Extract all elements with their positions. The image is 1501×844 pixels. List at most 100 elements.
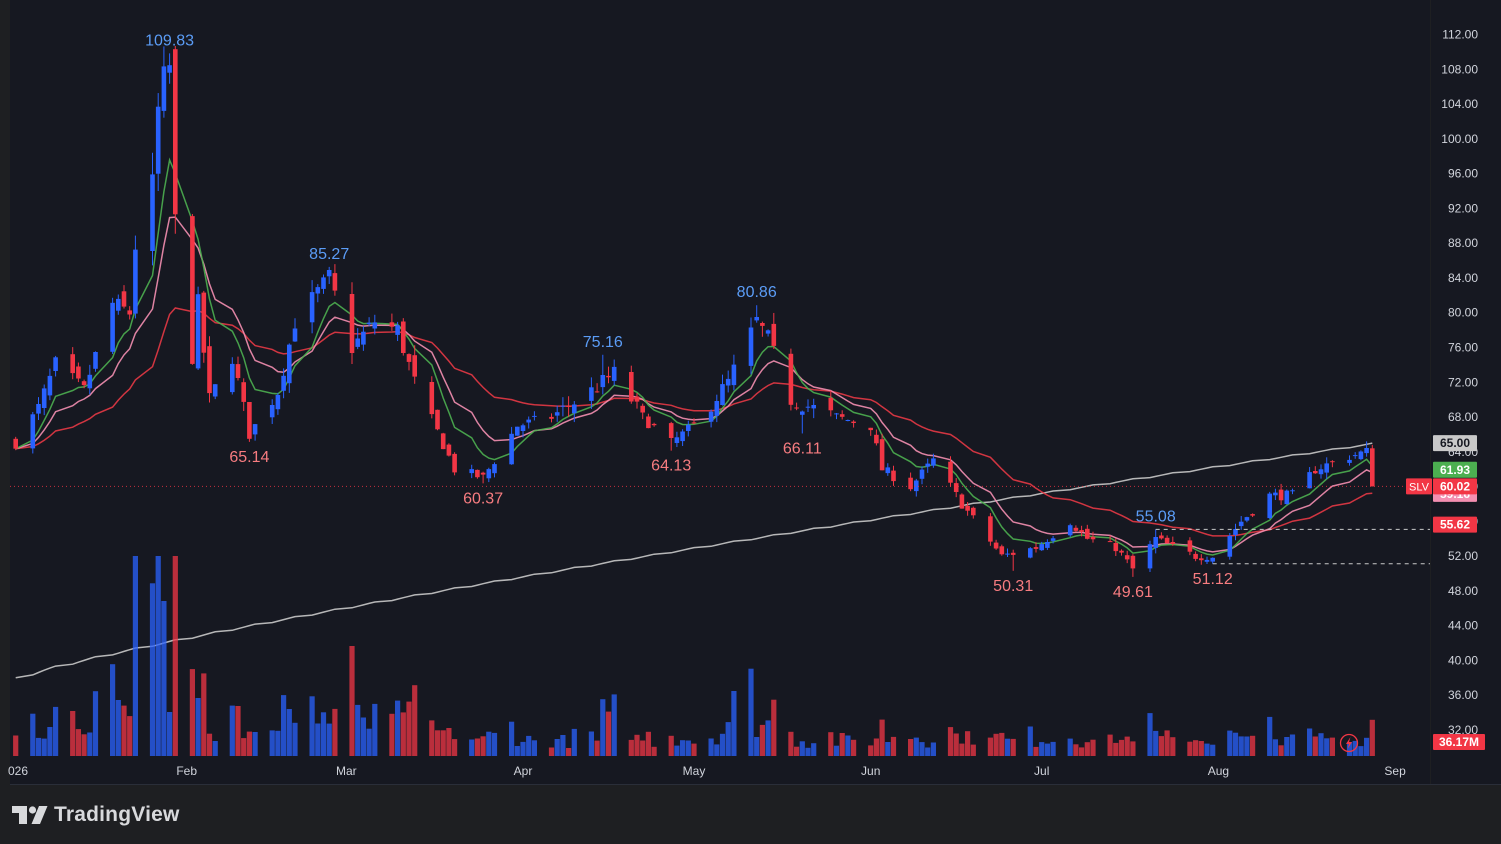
candle-body: [1267, 493, 1272, 519]
volume-bar: [406, 701, 412, 756]
candle-body: [1370, 448, 1375, 487]
volume-bar: [668, 735, 674, 756]
candle-body: [1284, 490, 1290, 505]
candle-body: [834, 413, 839, 415]
price-extreme-label: 65.14: [229, 449, 269, 466]
price-tick-label: 80.00: [1448, 306, 1478, 320]
price-extreme-label: 66.11: [783, 440, 822, 457]
price-tick-label: 52.00: [1448, 549, 1478, 563]
price-tick-label: 104.00: [1441, 97, 1478, 111]
candle-body: [47, 375, 53, 396]
candle-body: [646, 416, 651, 429]
price-extreme-label: 55.08: [1136, 508, 1176, 525]
candle-body: [754, 317, 759, 321]
volume-bar: [1044, 743, 1050, 756]
volume-bar: [1324, 738, 1330, 756]
candle-body: [651, 423, 657, 426]
candle-body: [161, 66, 167, 111]
candle-body: [173, 49, 178, 215]
volume-bar: [999, 732, 1005, 756]
price-tick-label: 36.00: [1448, 688, 1478, 702]
candle-body: [150, 174, 155, 251]
volume-bar: [765, 720, 771, 756]
candle-body: [212, 384, 218, 397]
volume-bar: [235, 706, 241, 756]
candle-body: [287, 344, 292, 384]
volume-bar: [1033, 746, 1039, 756]
volume-bar: [1147, 713, 1153, 756]
candle-body: [1153, 537, 1158, 548]
volume-bar: [292, 722, 298, 756]
volume-bar: [873, 738, 879, 756]
volume-bar: [600, 699, 606, 756]
symbol-tag-label: SLV: [1409, 481, 1430, 493]
volume-bar: [930, 742, 936, 756]
volume-bar: [1073, 744, 1079, 756]
candle-body: [452, 453, 457, 473]
volume-bar: [172, 556, 178, 756]
tradingview-brand[interactable]: TradingView: [12, 800, 180, 830]
volume-bar: [332, 708, 338, 756]
volume-bar: [474, 738, 480, 756]
candle-body: [589, 387, 594, 401]
candle-body: [1273, 492, 1278, 496]
volume-bar: [1232, 732, 1239, 756]
candle-body: [509, 433, 514, 465]
price-chart[interactable]: 109.83 85.27 75.16 80.86 55.08 65.14 60.37 64.1…: [0, 0, 1501, 800]
symbol-tag: [1406, 478, 1432, 495]
volume-bar: [731, 691, 737, 756]
volume-bar: [965, 731, 971, 756]
volume-bar: [1124, 736, 1130, 756]
candle-body: [1050, 538, 1056, 541]
volume-bar: [1170, 737, 1176, 756]
candle-body: [959, 494, 965, 509]
candle-body: [1159, 535, 1164, 539]
volume-bar: [531, 740, 537, 756]
candle-body: [401, 321, 406, 353]
volume-bar: [161, 601, 167, 756]
price-tick-label: 32.00: [1448, 723, 1478, 737]
volume-bar: [440, 730, 446, 756]
volume-bar: [389, 713, 395, 756]
volume-bar: [771, 699, 777, 756]
volume-bar: [947, 727, 954, 756]
volume-bar: [560, 735, 566, 756]
candle-body: [720, 384, 725, 405]
candle-body: [1010, 552, 1016, 555]
candle-body: [634, 396, 640, 402]
volume-bar: [868, 745, 874, 756]
candle-body: [1079, 530, 1084, 532]
candle-body: [594, 391, 600, 393]
volume-bar: [839, 733, 845, 756]
volume-bar: [1010, 738, 1016, 756]
candle-body: [554, 412, 560, 416]
candle-body: [919, 469, 925, 479]
volume-bar: [1244, 736, 1250, 756]
candle-body: [811, 405, 816, 409]
time-tick-label: 026: [8, 764, 28, 778]
volume-bar: [1107, 734, 1113, 756]
candle-body: [292, 328, 298, 342]
volume-bar: [828, 732, 834, 756]
candle-body: [925, 463, 930, 467]
candle-body: [87, 374, 93, 389]
price-extreme-label: 109.83: [145, 32, 194, 49]
volume-bar: [480, 736, 486, 756]
volume-bar: [588, 731, 594, 756]
volume-bar: [1067, 738, 1073, 756]
volume-bar: [953, 733, 959, 756]
candle-body: [241, 382, 246, 402]
candle-body: [30, 414, 36, 449]
volume-bar: [805, 747, 811, 756]
volume-bar: [1187, 741, 1193, 756]
volume-bar: [919, 742, 925, 756]
volume-bar: [1164, 730, 1170, 756]
volume-bar: [400, 712, 406, 756]
time-tick-label: Apr: [514, 764, 533, 778]
ma-10-line: [15, 157, 1373, 556]
candle-body: [321, 277, 326, 289]
candle-body: [1124, 555, 1130, 560]
candle-body: [691, 422, 697, 424]
candle-body: [1307, 472, 1312, 489]
volume-bar: [360, 717, 366, 756]
